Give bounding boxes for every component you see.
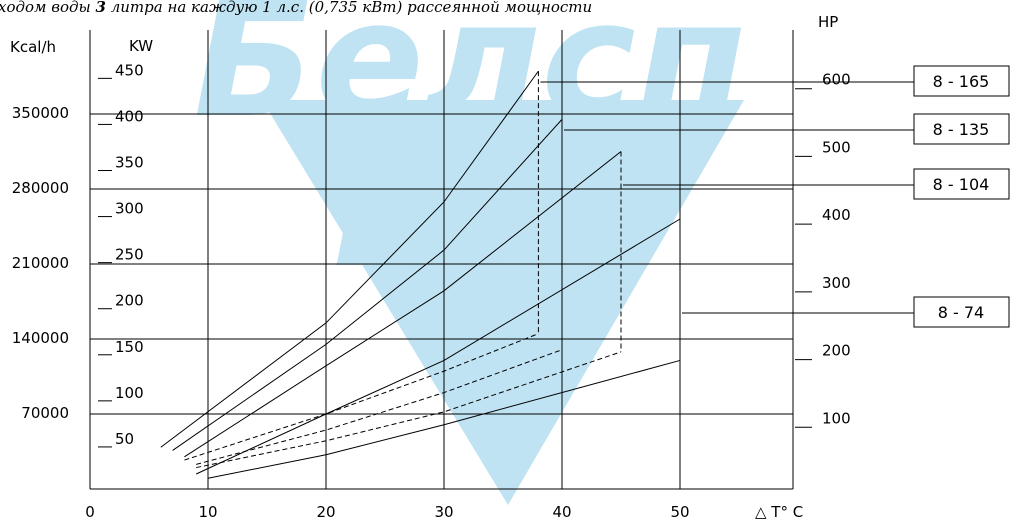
hp-tick-label-500: 500: [822, 138, 851, 156]
hp-tick-label-200: 200: [822, 342, 851, 360]
series-lower-8 - 165: [184, 333, 539, 461]
series-upper-8 - 135: [172, 119, 563, 451]
x-tick-label-10: 10: [198, 503, 217, 521]
hp-tick-label-600: 600: [822, 71, 851, 89]
x-tick-label-30: 30: [434, 503, 453, 521]
series-upper-8 - 165: [160, 70, 539, 448]
legend-label-8 - 135: 8 - 135: [933, 120, 990, 139]
watermark-text-top: Белсп: [193, 0, 746, 153]
series-lower-8 - 104: [196, 351, 622, 469]
kcal-tick-label-350000: 350000: [12, 104, 69, 122]
chart-axes: 0 10 20 30 40 50 70000 140000 210000 280000 350000…: [12, 30, 851, 521]
kcal-tick-label-140000: 140000: [12, 329, 69, 347]
series-upper-8 - 74: [195, 218, 681, 475]
legend-box-8 - 135: [913, 113, 1010, 145]
kcal-tick-label-70000: 70000: [21, 404, 69, 422]
kw-tick-label-100: 100: [115, 384, 144, 402]
chart-title: ходом воды 3 литра на каждую 1 л.с. (0,7…: [0, 0, 592, 16]
legend-box-8 - 165: [913, 65, 1010, 97]
series-curves: [160, 70, 914, 479]
right-axis-unit-label: HP: [818, 13, 838, 31]
hp-tick-label-300: 300: [822, 274, 851, 292]
series-legend: 8 - 165 8 - 135 8 - 104 8 - 74: [913, 65, 1010, 328]
kw-tick-label-150: 150: [115, 338, 144, 356]
kw-tick-label-400: 400: [115, 107, 144, 125]
x-tick-label-0: 0: [85, 503, 95, 521]
hp-tick-label-400: 400: [822, 206, 851, 224]
series-lower-8 - 74: [207, 359, 681, 479]
kw-tick-label-450: 450: [115, 61, 144, 79]
kw-tick-label-50: 50: [115, 430, 134, 448]
kw-tick-label-350: 350: [115, 154, 144, 172]
x-tick-label-20: 20: [316, 503, 335, 521]
kcal-tick-label-210000: 210000: [12, 254, 69, 272]
x-axis-label: △ T° C: [755, 503, 803, 521]
left-axis-unit-label: Kcal/h: [10, 38, 56, 56]
kcal-tick-label-280000: 280000: [12, 179, 69, 197]
legend-label-8 - 104: 8 - 104: [933, 175, 990, 194]
chart-grid: [90, 30, 793, 489]
kw-tick-label-250: 250: [115, 246, 144, 264]
hp-tick-label-100: 100: [822, 409, 851, 427]
kw-axis-unit-label: KW: [129, 37, 153, 55]
legend-label-8 - 165: 8 - 165: [933, 72, 990, 91]
watermark-text-bottom: НА: [333, 108, 607, 306]
series-lower-8 - 135: [196, 349, 563, 465]
watermark-triangle: [262, 100, 744, 505]
kw-tick-label-200: 200: [115, 292, 144, 310]
series-upper-8 - 104: [184, 151, 622, 458]
x-tick-label-40: 40: [552, 503, 571, 521]
legend-box-8 - 104: [913, 168, 1010, 200]
kw-tick-label-300: 300: [115, 200, 144, 218]
x-tick-label-50: 50: [670, 503, 689, 521]
legend-box-8 - 74: [913, 296, 1010, 328]
legend-label-8 - 74: 8 - 74: [938, 303, 984, 322]
